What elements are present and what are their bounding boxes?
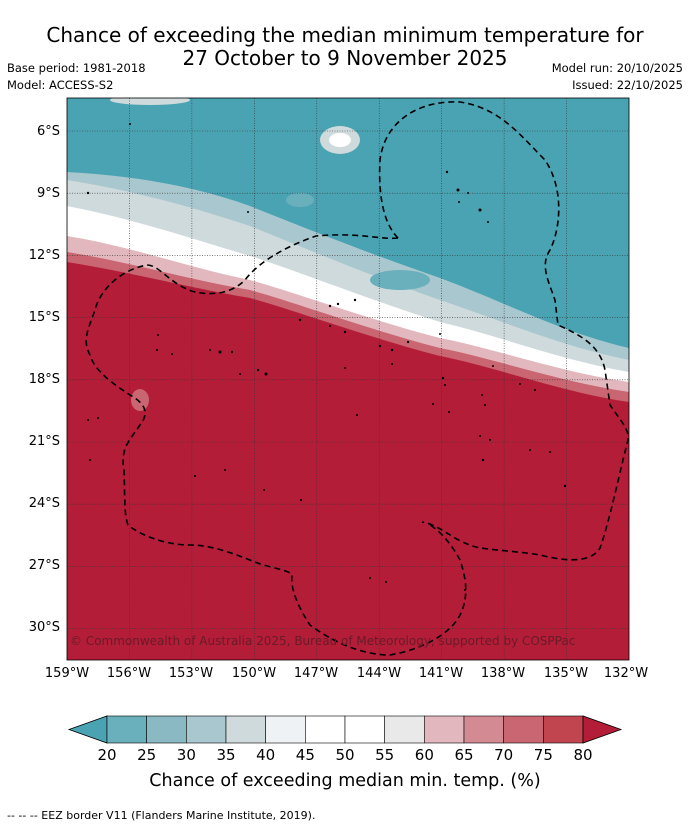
meta-left: Base period: 1981-2018 Model: ACCESS-S2 xyxy=(7,60,146,94)
islands xyxy=(86,123,567,591)
colorbar-tick-label: 60 xyxy=(414,746,434,764)
colorbar-tick-label: 70 xyxy=(494,746,514,764)
colorbar-tick-label: 30 xyxy=(176,746,196,764)
meta-right: Model run: 20/10/2025 Issued: 22/10/2025 xyxy=(552,60,683,94)
colorbar-tick-label: 80 xyxy=(573,746,593,764)
lon-label-138w: 138°W xyxy=(480,666,526,681)
lat-label-30s: 30°S xyxy=(28,620,60,635)
issued-date: Issued: 22/10/2025 xyxy=(572,78,683,92)
lon-label-156w: 156°W xyxy=(106,666,152,681)
copyright-notice: © Commonwealth of Australia 2025, Bureau… xyxy=(70,634,576,648)
lon-label-132w: 132°W xyxy=(603,666,649,681)
map-frame xyxy=(66,97,630,661)
eez-borders xyxy=(85,101,629,656)
model-run: Model run: 20/10/2025 xyxy=(551,61,683,75)
patch-south xyxy=(131,389,149,411)
lat-label-6s: 6°S xyxy=(36,124,60,139)
lon-label-150w: 150°W xyxy=(231,666,277,681)
map-title: Chance of exceeding the median minimum t… xyxy=(0,24,690,70)
lat-label-12s: 12°S xyxy=(28,248,60,263)
map-area xyxy=(67,98,629,660)
colorbar-tick-label: 45 xyxy=(295,746,315,764)
colorbar-tick-label: 35 xyxy=(216,746,236,764)
colorbar-tick-label: 75 xyxy=(533,746,553,764)
lat-label-9s: 9°S xyxy=(36,186,60,201)
lon-label-159w: 159°W xyxy=(44,666,90,681)
patch-mid2 xyxy=(370,270,430,290)
eez-footnote: -- -- -- EEZ border V11 (Flanders Marine… xyxy=(7,809,316,822)
below-median-region xyxy=(67,98,629,348)
patch-north-core xyxy=(329,133,351,147)
lat-label-15s: 15°S xyxy=(28,310,60,325)
lat-label-18s: 18°S xyxy=(28,372,60,387)
title-line-2: 27 October to 9 November 2025 xyxy=(182,46,508,70)
lat-label-27s: 27°S xyxy=(28,558,60,573)
lon-label-141w: 141°W xyxy=(418,666,464,681)
colorbar-tick-label: 55 xyxy=(375,746,395,764)
lon-label-135w: 135°W xyxy=(543,666,589,681)
lat-label-24s: 24°S xyxy=(28,496,60,511)
patch-top xyxy=(110,98,190,105)
colorbar-tick-label: 25 xyxy=(137,746,157,764)
patch-mid xyxy=(286,193,314,207)
lon-label-147w: 147°W xyxy=(293,666,339,681)
title-line-1: Chance of exceeding the median minimum t… xyxy=(46,23,644,47)
colorbar-tick-label: 65 xyxy=(454,746,474,764)
base-period: Base period: 1981-2018 xyxy=(7,61,146,75)
colorbar-tick-label: 50 xyxy=(335,746,355,764)
map-grid xyxy=(67,98,629,660)
lat-label-21s: 21°S xyxy=(28,434,60,449)
colorbar-label: Chance of exceeding median min. temp. (%… xyxy=(149,771,541,791)
model-name: Model: ACCESS-S2 xyxy=(7,78,114,92)
lon-label-153w: 153°W xyxy=(168,666,214,681)
colorbar-tick-label: 20 xyxy=(97,746,117,764)
colorbar-tick-label: 40 xyxy=(256,746,276,764)
lon-label-144w: 144°W xyxy=(356,666,402,681)
